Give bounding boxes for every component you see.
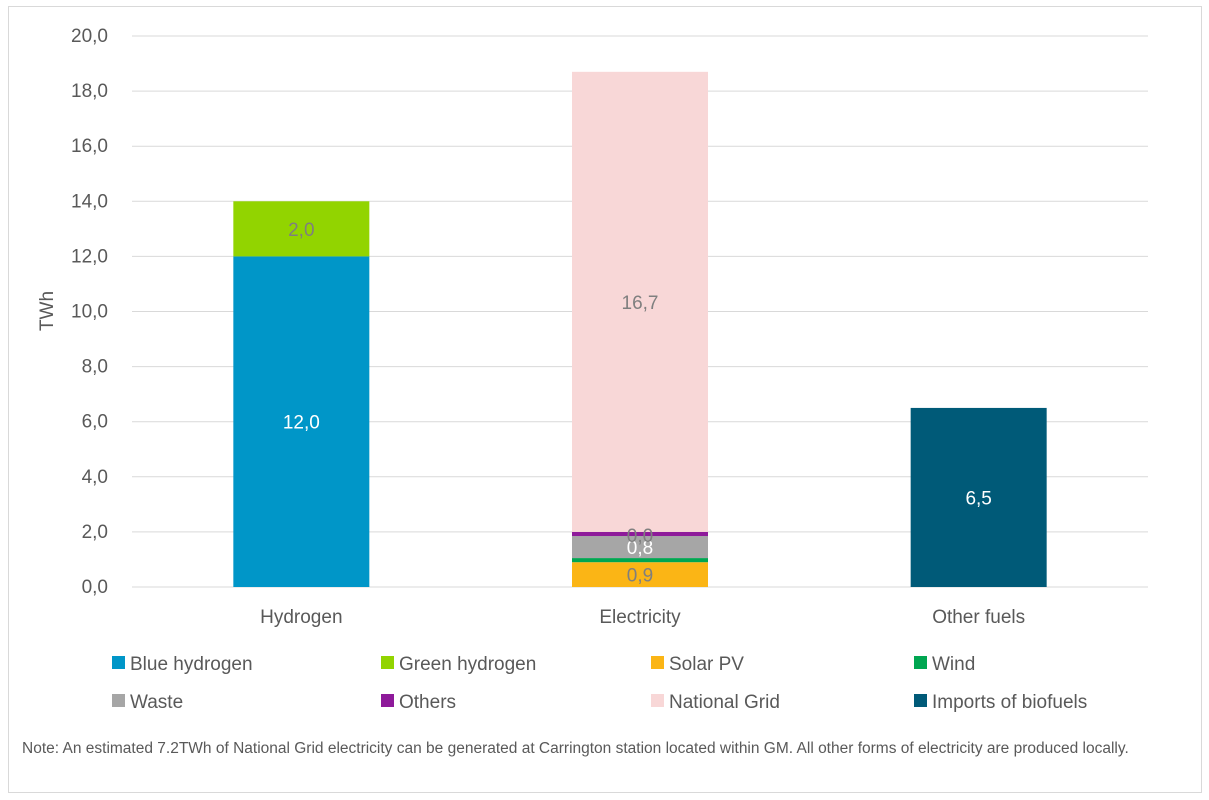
legend-label: Solar PV: [669, 654, 744, 675]
legend-label: Green hydrogen: [399, 654, 536, 675]
data-label: 16,7: [622, 293, 659, 314]
y-axis-title: TWh: [37, 291, 58, 331]
y-tick-label: 14,0: [71, 191, 108, 212]
data-label: 6,5: [965, 488, 991, 509]
y-tick-label: 0,0: [82, 577, 108, 598]
x-category-label: Other fuels: [932, 607, 1025, 628]
y-tick-label: 16,0: [71, 136, 108, 157]
legend-label: Waste: [130, 692, 183, 713]
legend-label: Wind: [932, 654, 975, 675]
legend-swatch: [112, 694, 125, 707]
legend-swatch: [112, 656, 125, 669]
legend: Blue hydrogen Green hydrogen Solar PV Wind W…: [112, 654, 1087, 713]
chart-note: Note: An estimated 7.2TWh of National Gr…: [22, 740, 1129, 757]
bar-segment: [572, 562, 708, 587]
bar-segment: [910, 407, 1047, 587]
legend-label: National Grid: [669, 692, 780, 713]
y-tick-label: 20,0: [71, 26, 108, 47]
data-label: 0,8: [627, 538, 653, 559]
legend-swatch: [651, 694, 664, 707]
y-tick-label: 6,0: [82, 412, 108, 433]
bar-segment: [233, 256, 370, 587]
y-axis-ticks: 0,0 2,0 4,0 6,0 8,0 10,0 12,0 14,0 16,0 18,0 20,0: [71, 26, 108, 598]
data-label: 2,0: [288, 220, 314, 241]
y-tick-label: 2,0: [82, 522, 108, 543]
stacked-bar-chart: 0,02,04,06,08,010,012,014,016,018,020,0 …: [37, 26, 1148, 713]
data-label: 0,0: [627, 526, 653, 547]
bar-segment: [572, 531, 708, 537]
legend-label: Imports of biofuels: [932, 692, 1087, 713]
bars: [233, 71, 1047, 587]
x-category-label: Hydrogen: [260, 607, 342, 628]
data-label: 0,9: [627, 566, 653, 587]
legend-swatch: [651, 656, 664, 669]
bar-segment: [233, 201, 370, 257]
legend-swatch: [381, 694, 394, 707]
y-tick-label: 4,0: [82, 467, 108, 488]
bar-segment: [572, 558, 708, 563]
y-tick-label: 18,0: [71, 81, 108, 102]
legend-label: Blue hydrogen: [130, 654, 253, 675]
legend-label: Others: [399, 692, 456, 713]
x-axis-categories: Hydrogen Electricity Other fuels: [260, 607, 1025, 628]
x-category-label: Electricity: [599, 607, 681, 628]
y-tick-label: 12,0: [71, 246, 108, 267]
bar-segment: [572, 71, 708, 532]
legend-swatch: [381, 656, 394, 669]
y-tick-label: 8,0: [82, 357, 108, 378]
legend-swatch: [914, 656, 927, 669]
y-tick-label: 10,0: [71, 302, 108, 323]
data-labels: 12,0 2,0 0,9 0,80,0 16,7 6,5: [283, 220, 992, 587]
bar-segment: [572, 536, 708, 559]
legend-swatch: [914, 694, 927, 707]
data-label: 12,0: [283, 413, 320, 434]
